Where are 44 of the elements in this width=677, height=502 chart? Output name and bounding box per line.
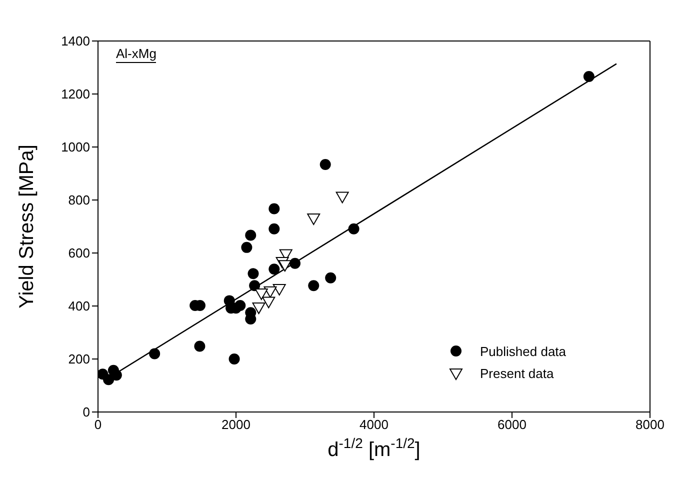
point <box>262 296 276 308</box>
point <box>278 260 292 272</box>
point <box>194 340 206 352</box>
point <box>348 223 360 234</box>
x-tick-label: 4000 <box>360 417 388 432</box>
point <box>320 158 331 170</box>
point <box>307 214 320 226</box>
point <box>336 192 349 204</box>
y-tick-label: 400 <box>68 298 90 314</box>
point <box>268 264 280 275</box>
point <box>264 286 277 298</box>
y-tick-label: 1200 <box>61 86 90 102</box>
legend-label: Present data <box>480 366 554 380</box>
x-tick-label: 8000 <box>636 417 664 432</box>
point <box>308 280 320 292</box>
x-tick-label: 0 <box>94 417 102 432</box>
y-tick-label: 0 <box>82 404 90 420</box>
point <box>268 223 280 234</box>
x-tick-label: 2000 <box>222 417 250 432</box>
point <box>325 272 336 284</box>
x-axis-title: d$^{-1/2}$ [m$^{-1/2}$] <box>328 435 420 461</box>
point <box>241 242 252 253</box>
point <box>252 302 266 314</box>
y-tick-label: 1400 <box>61 34 90 49</box>
point <box>583 71 594 82</box>
point <box>228 354 240 364</box>
point <box>234 300 246 311</box>
point <box>103 374 114 386</box>
point <box>254 288 268 300</box>
y-tick-label: 600 <box>68 246 90 261</box>
annotation: Al-xMg <box>116 46 156 63</box>
legend-label: Published data <box>480 344 566 358</box>
y-tick-label: 200 <box>68 352 90 367</box>
point <box>149 348 160 360</box>
point <box>245 230 256 241</box>
point <box>248 268 259 280</box>
y-axis-title: Yield Stress [MPa] <box>16 144 38 308</box>
y-tick-label: 1000 <box>61 140 90 155</box>
point <box>249 280 260 292</box>
y-tick-label: 800 <box>68 192 90 208</box>
point <box>272 284 286 296</box>
point <box>268 203 280 214</box>
point <box>289 258 300 269</box>
x-tick-label: 6000 <box>498 417 526 432</box>
